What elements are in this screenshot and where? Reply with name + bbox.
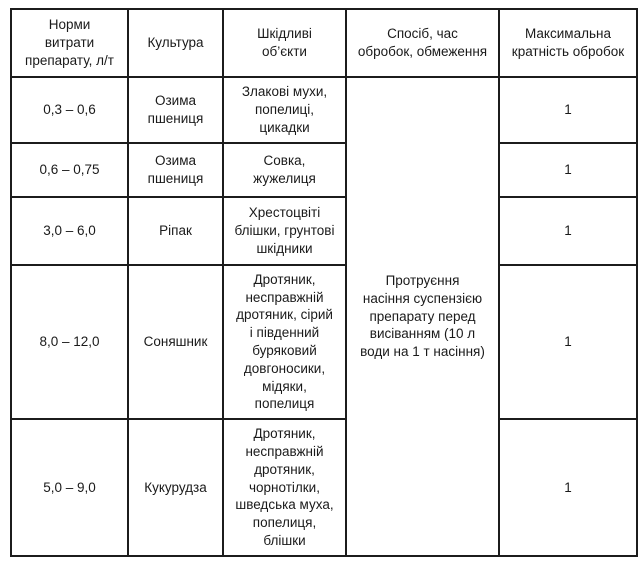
cell-max: 1 — [498, 418, 638, 557]
cell-rate: 8,0 – 12,0 — [10, 264, 129, 420]
cell-rate: 5,0 – 9,0 — [10, 418, 129, 557]
cell-crop: Озима пшениця — [127, 142, 224, 198]
cell-pests: Хрестоцвіті блішки, грунтові шкідники — [222, 196, 347, 266]
pesticide-application-table: Норми витрати препарату, л/т Культура Шк… — [10, 8, 638, 557]
cell-max: 1 — [498, 76, 638, 144]
cell-rate: 0,3 – 0,6 — [10, 76, 129, 144]
cell-max: 1 — [498, 196, 638, 266]
cell-pests: Совка, жужелиця — [222, 142, 347, 198]
header-rate: Норми витрати препарату, л/т — [10, 8, 129, 78]
cell-pests: Дротяник, несправжній дротяник, сірий і … — [222, 264, 347, 420]
cell-crop: Ріпак — [127, 196, 224, 266]
table-row: 8,0 – 12,0 Соняшник Дротяник, несправжні… — [10, 264, 638, 420]
header-pests: Шкідливі об’єкти — [222, 8, 347, 78]
cell-rate: 0,6 – 0,75 — [10, 142, 129, 198]
cell-crop: Кукурудза — [127, 418, 224, 557]
cell-crop: Озима пшениця — [127, 76, 224, 144]
table-row: 0,6 – 0,75 Озима пшениця Совка, жужелиця… — [10, 142, 638, 198]
table-row: 0,3 – 0,6 Озима пшениця Злакові мухи, по… — [10, 76, 638, 557]
table-header-row: Норми витрати препарату, л/т Культура Шк… — [10, 8, 638, 78]
cell-crop: Соняшник — [127, 264, 224, 420]
header-method: Спосіб, час обробок, обмеження — [345, 8, 500, 78]
cell-method-merged: Протруєння насіння суспензією препарату … — [345, 76, 500, 557]
cell-rate: 3,0 – 6,0 — [10, 196, 129, 266]
cell-max: 1 — [498, 142, 638, 198]
cell-pests: Злакові мухи, попелиці, цикадки — [222, 76, 347, 144]
cell-max: 1 — [498, 264, 638, 420]
table-row: 3,0 – 6,0 Ріпак Хрестоцвіті блішки, грун… — [10, 196, 638, 266]
cell-pests: Дротяник, несправжній дротяник, чорнотіл… — [222, 418, 347, 557]
table-row: 5,0 – 9,0 Кукурудза Дротяник, несправжні… — [10, 418, 638, 557]
header-crop: Культура — [127, 8, 224, 78]
header-max: Максимальна кратність обробок — [498, 8, 638, 78]
